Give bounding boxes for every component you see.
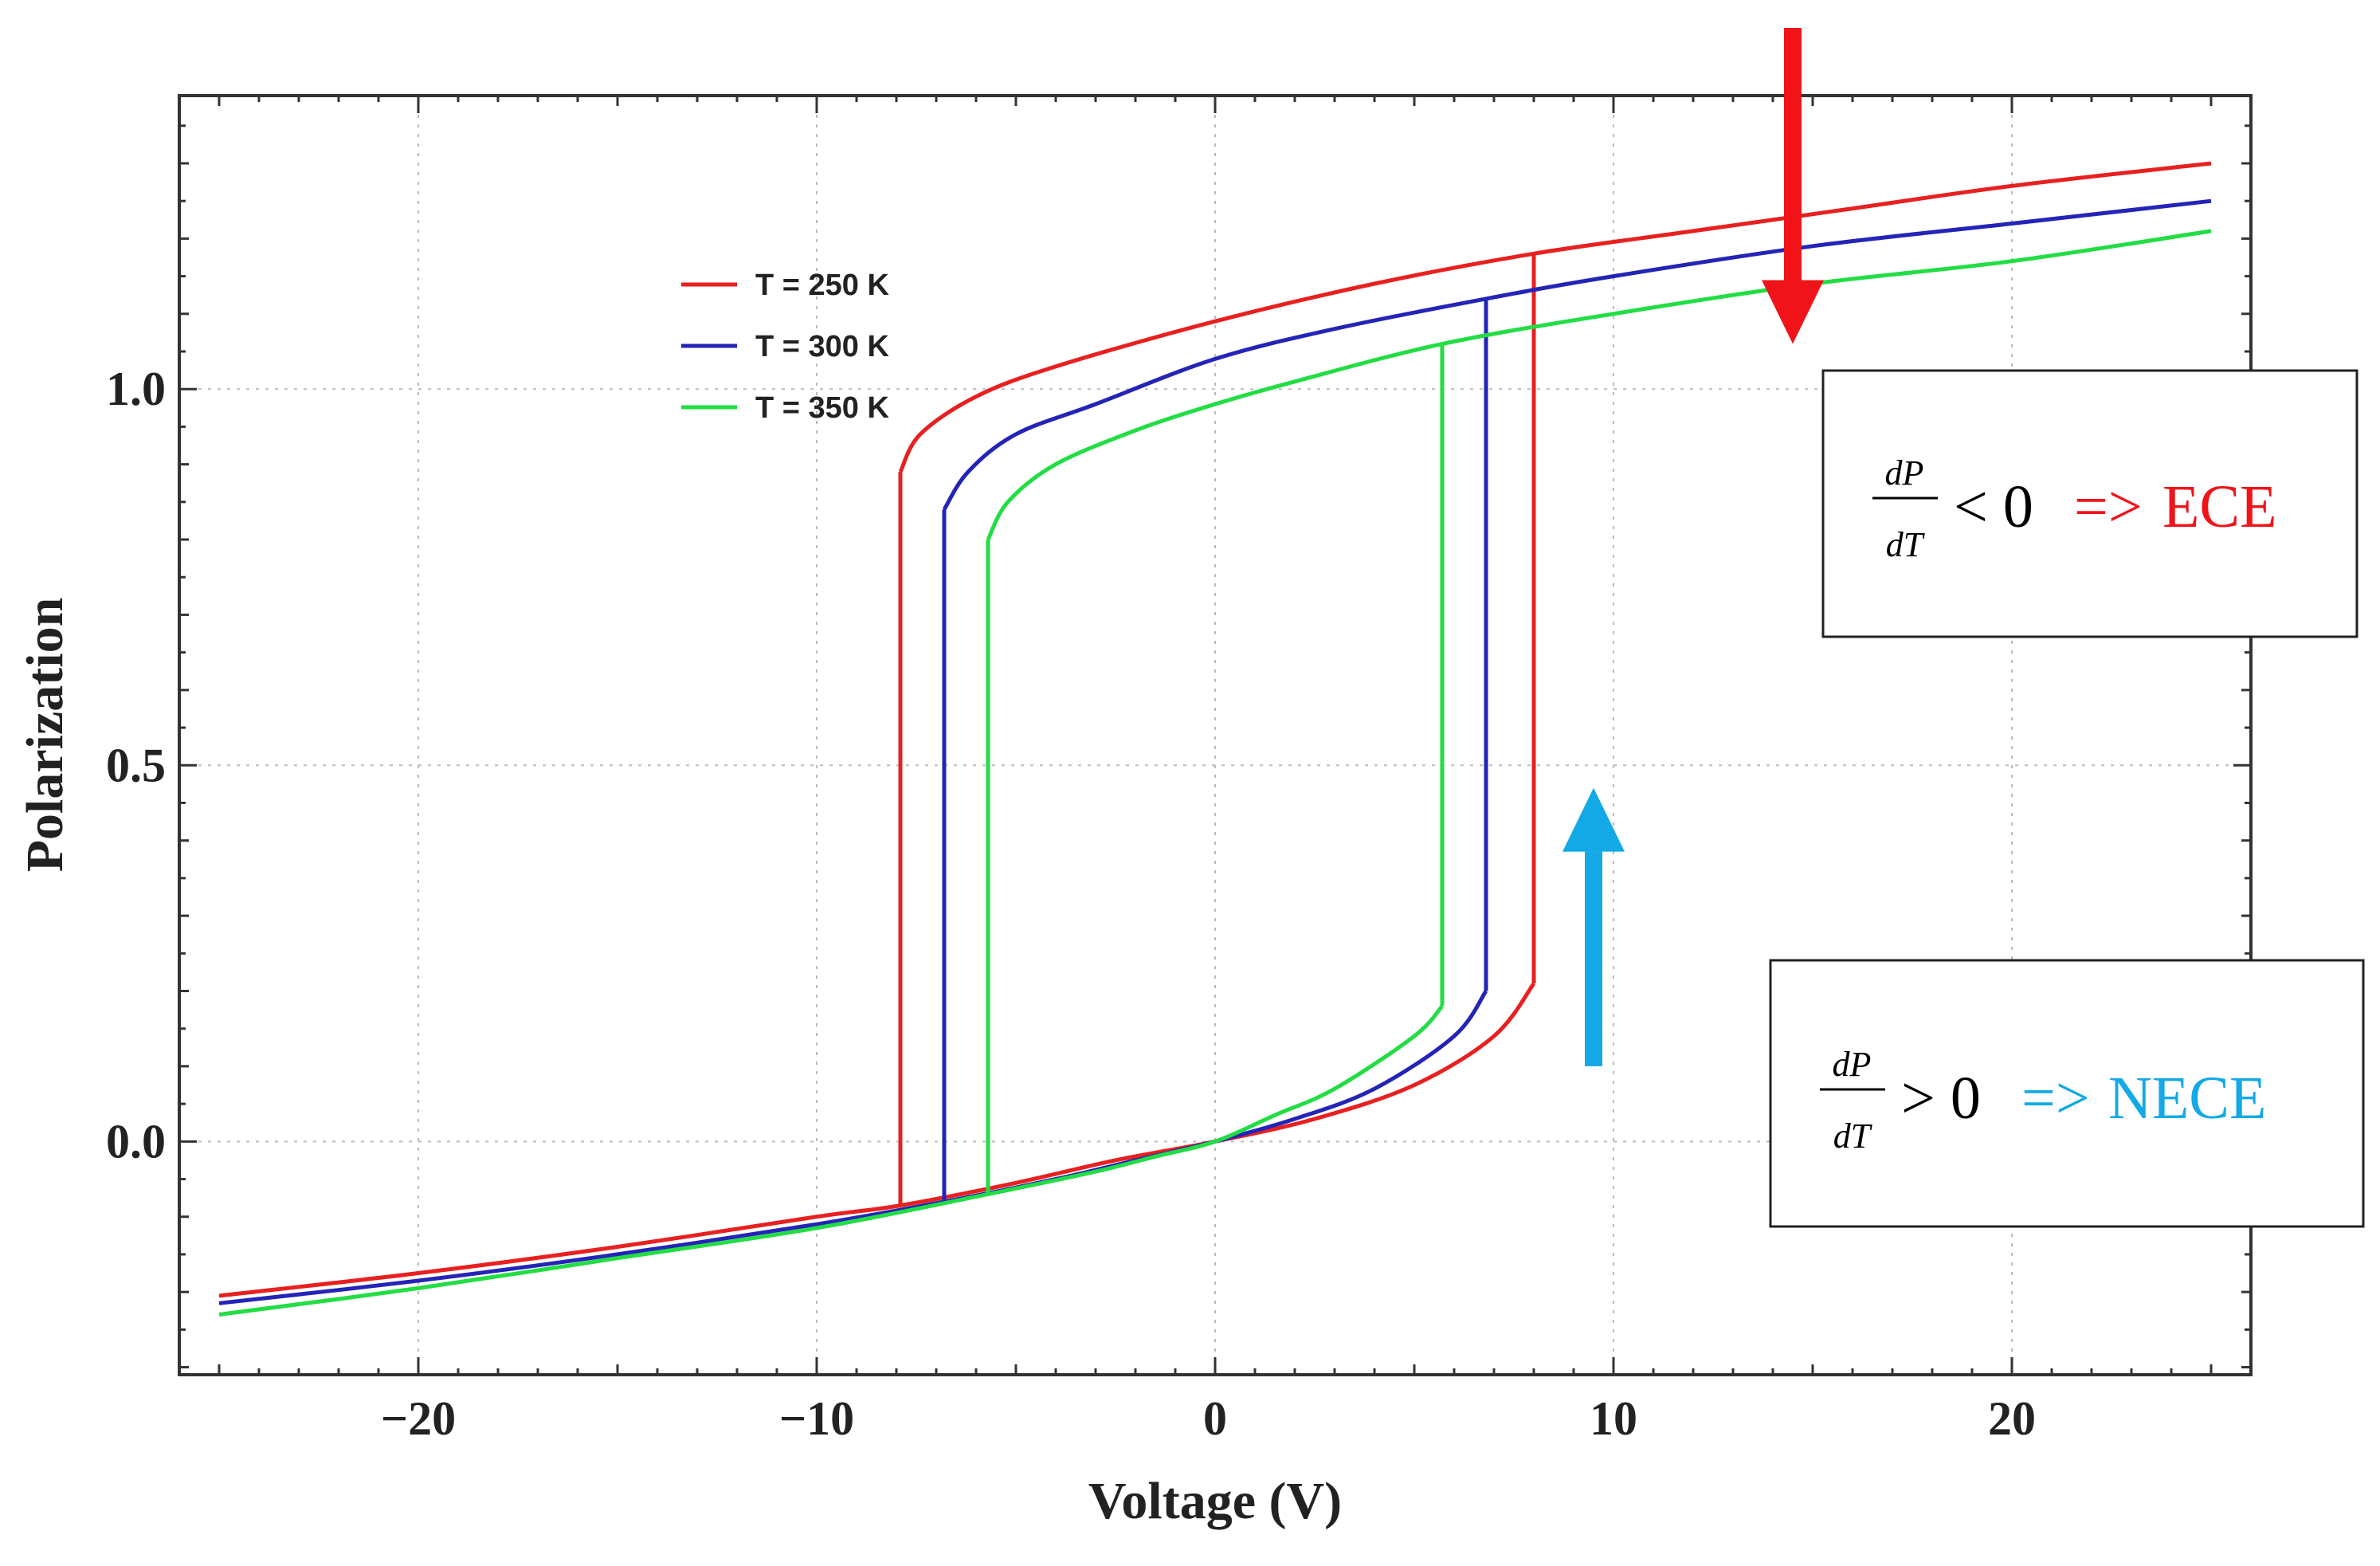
hysteresis-curves bbox=[218, 161, 2212, 1317]
ece-implies-arrow: => bbox=[2074, 473, 2143, 540]
nece-implies-arrow: => bbox=[2021, 1065, 2090, 1132]
upper-branch-line bbox=[986, 229, 2212, 541]
lower-branch-line bbox=[218, 982, 1536, 1298]
x-tick-label: 10 bbox=[1590, 1392, 1637, 1445]
x-axis-label: Voltage (V) bbox=[1088, 1472, 1342, 1530]
series-1 bbox=[218, 161, 2212, 1298]
nece-relation: > 0 bbox=[1901, 1065, 1981, 1132]
nece-effect-label: NECE bbox=[2108, 1065, 2266, 1132]
ece-annotation-box: dP dT < 0 => ECE bbox=[1821, 369, 2358, 638]
series-3 bbox=[218, 229, 2212, 1317]
x-tick-labels: −20 −10 0 10 20 bbox=[381, 1392, 2036, 1445]
ece-relation: < 0 bbox=[1954, 473, 2033, 540]
y-tick-label: 0.0 bbox=[106, 1115, 166, 1168]
y-tick-label: 1.0 bbox=[106, 363, 166, 415]
lower-branch-line bbox=[218, 1004, 1444, 1317]
y-tick-label: 0.5 bbox=[106, 739, 166, 791]
ece-effect-label: ECE bbox=[2162, 473, 2277, 540]
blue-arrow-head bbox=[1562, 787, 1625, 852]
x-tick-label: 0 bbox=[1203, 1392, 1227, 1445]
red-arrow-shaft bbox=[1784, 28, 1802, 281]
blue-arrow-shaft bbox=[1585, 851, 1602, 1066]
x-tick-label: 20 bbox=[1988, 1392, 2036, 1445]
ece-numerator: dP bbox=[1885, 453, 1924, 493]
lower-branch-line bbox=[218, 990, 1488, 1305]
upper-branch-line bbox=[942, 198, 2212, 511]
y-tick-labels: 0.0 0.5 1.0 bbox=[106, 363, 166, 1168]
upper-branch-line bbox=[898, 161, 2212, 473]
y-axis-label: Polarization bbox=[16, 598, 74, 873]
nece-annotation-box: dP dT > 0 => NECE bbox=[1769, 959, 2365, 1228]
x-tick-label: −20 bbox=[381, 1392, 456, 1445]
x-tick-label: −10 bbox=[779, 1392, 854, 1445]
ece-denominator: dT bbox=[1886, 525, 1926, 564]
annotation-arrows bbox=[1562, 28, 1824, 1066]
legend-label: T = 300 K bbox=[755, 330, 889, 363]
red-arrow-head bbox=[1762, 280, 1824, 344]
nece-denominator: dT bbox=[1833, 1117, 1873, 1156]
legend-label: T = 250 K bbox=[755, 269, 889, 302]
nece-numerator: dP bbox=[1833, 1045, 1872, 1084]
legend-label: T = 350 K bbox=[755, 391, 889, 425]
legend: T = 250 K T = 300 K T = 350 K bbox=[681, 269, 889, 425]
